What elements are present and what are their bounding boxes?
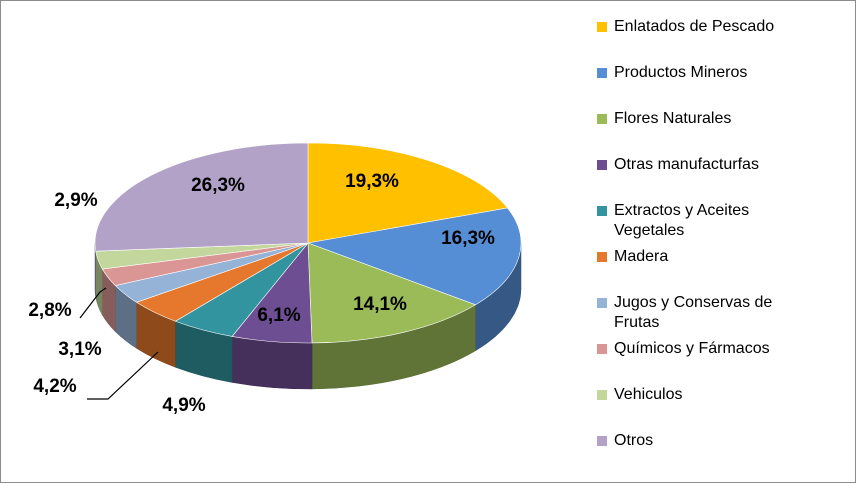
data-label: 2,9% — [54, 190, 97, 211]
legend-swatch — [597, 390, 607, 400]
legend-item: Productos Mineros — [597, 63, 812, 109]
data-label: 4,2% — [33, 376, 76, 397]
legend-label: Jugos y Conservas de Frutas — [614, 294, 773, 331]
data-label: 26,3% — [191, 175, 245, 196]
data-label: 19,3% — [345, 171, 399, 192]
legend-label: Enlatados de Pescado — [614, 18, 775, 35]
data-label: 14,1% — [353, 294, 407, 315]
legend-label: Productos Mineros — [614, 64, 748, 81]
data-label: 6,1% — [257, 305, 300, 326]
legend-item: Enlatados de Pescado — [597, 17, 812, 63]
legend-label: Químicos y Fármacos — [614, 340, 770, 357]
legend-swatch — [597, 344, 607, 354]
legend-item: Otros — [597, 431, 812, 477]
legend: Enlatados de Pescado Productos Mineros Flo… — [597, 17, 812, 477]
slice — [306, 207, 522, 306]
legend-item: Vehiculos — [597, 385, 812, 431]
legend-label: Vehiculos — [614, 386, 683, 403]
leader-line — [79, 287, 107, 319]
legend-item: Extractos y Aceites Vegetales — [597, 201, 812, 247]
legend-label: Otras manufacturfas — [614, 156, 759, 173]
data-label: 3,1% — [58, 339, 101, 360]
legend-swatch — [597, 22, 607, 32]
legend-item: Madera — [597, 247, 812, 293]
slice — [307, 242, 477, 344]
legend-swatch — [597, 206, 607, 216]
data-label: 16,3% — [441, 228, 495, 249]
slice-side — [231, 336, 313, 390]
data-label: 4,9% — [162, 395, 205, 416]
legend-label: Madera — [614, 248, 669, 265]
legend-item: Químicos y Fármacos — [597, 339, 812, 385]
legend-swatch — [597, 160, 607, 170]
slice — [94, 142, 309, 252]
legend-label: Extractos y Aceites Vegetales — [614, 202, 750, 239]
legend-swatch — [597, 114, 607, 124]
legend-item: Otras manufacturfas — [597, 155, 812, 201]
legend-swatch — [597, 436, 607, 446]
legend-item: Jugos y Conservas de Frutas — [597, 293, 812, 339]
data-label: 2,8% — [28, 300, 71, 321]
slice — [307, 142, 509, 244]
legend-label: Otros — [614, 432, 654, 449]
legend-swatch — [597, 252, 607, 262]
legend-swatch — [597, 298, 607, 308]
leader-line — [87, 351, 159, 400]
legend-swatch — [597, 68, 607, 78]
legend-item: Flores Naturales — [597, 109, 812, 155]
legend-label: Flores Naturales — [614, 110, 732, 127]
